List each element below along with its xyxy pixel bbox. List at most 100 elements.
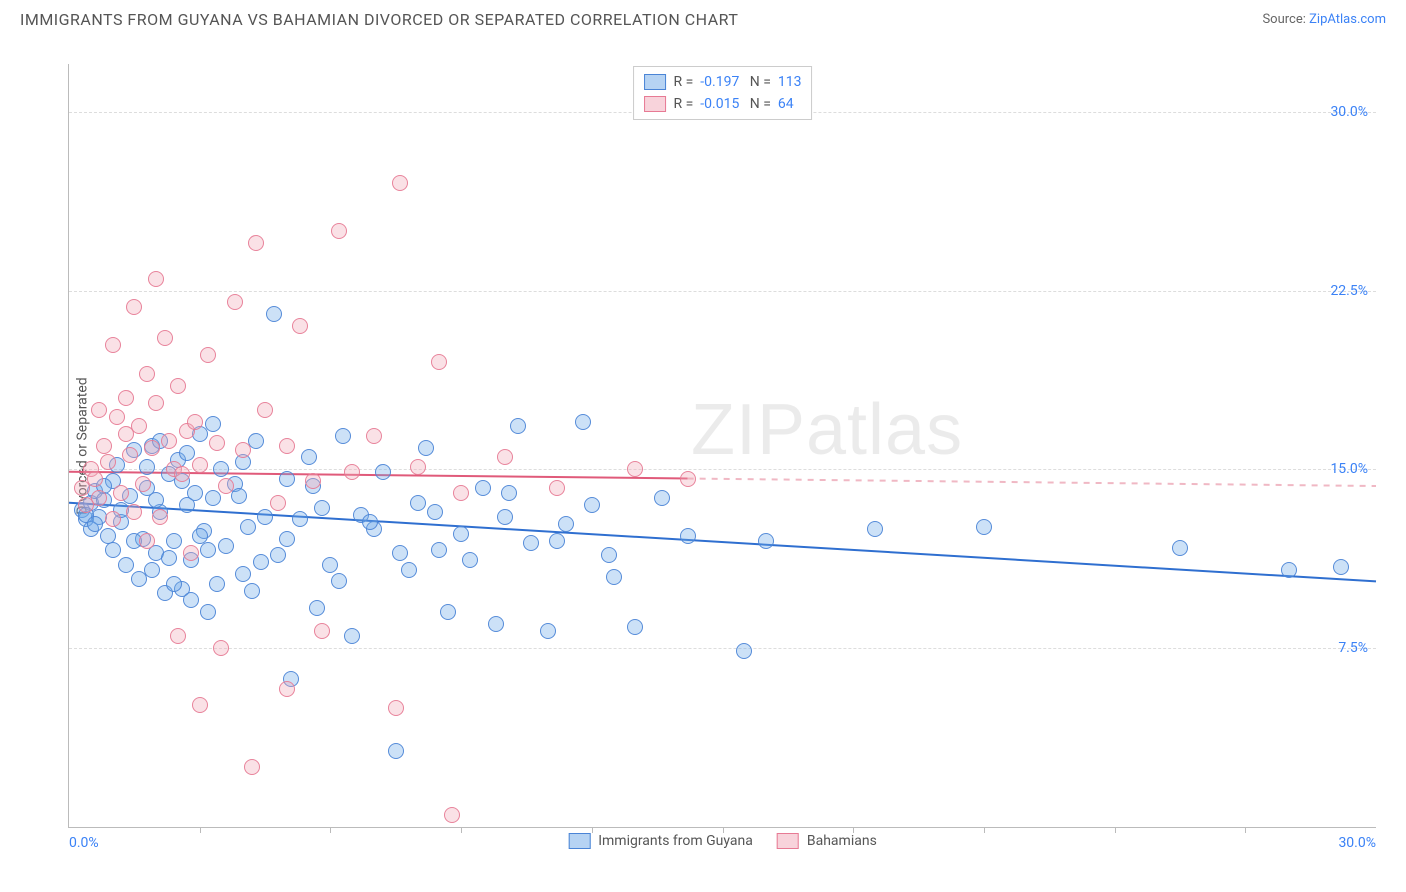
legend-swatch-guyana <box>644 74 666 90</box>
data-point-bahamians <box>126 504 142 520</box>
chart-container: Divorced or Separated ZIPatlas R = -0.19… <box>20 44 1386 848</box>
data-point-guyana <box>388 743 404 759</box>
data-point-bahamians <box>680 471 696 487</box>
data-point-guyana <box>235 566 251 582</box>
data-point-guyana <box>148 492 164 508</box>
data-point-bahamians <box>270 495 286 511</box>
gridline <box>69 469 1376 470</box>
data-point-guyana <box>680 528 696 544</box>
source-attribution: Source: ZipAtlas.com <box>1262 12 1386 27</box>
data-point-bahamians <box>170 378 186 394</box>
data-point-guyana <box>200 542 216 558</box>
legend-swatch-bahamians <box>644 96 666 112</box>
data-point-bahamians <box>549 480 565 496</box>
data-point-bahamians <box>627 461 643 477</box>
data-point-guyana <box>309 600 325 616</box>
data-point-bahamians <box>279 681 295 697</box>
data-point-bahamians <box>139 533 155 549</box>
data-point-guyana <box>213 461 229 477</box>
data-point-guyana <box>292 511 308 527</box>
data-point-guyana <box>558 516 574 532</box>
data-point-bahamians <box>122 447 138 463</box>
data-point-guyana <box>257 509 273 525</box>
data-point-guyana <box>183 592 199 608</box>
data-point-guyana <box>118 557 134 573</box>
data-point-guyana <box>331 573 347 589</box>
data-point-guyana <box>410 495 426 511</box>
data-point-bahamians <box>174 466 190 482</box>
data-point-bahamians <box>100 454 116 470</box>
data-point-guyana <box>218 538 234 554</box>
data-point-bahamians <box>113 485 129 501</box>
data-point-guyana <box>497 509 513 525</box>
data-point-guyana <box>362 514 378 530</box>
data-point-guyana <box>1172 540 1188 556</box>
data-point-bahamians <box>366 428 382 444</box>
data-point-guyana <box>488 616 504 632</box>
data-point-bahamians <box>410 459 426 475</box>
data-point-guyana <box>166 576 182 592</box>
data-point-guyana <box>205 416 221 432</box>
data-point-guyana <box>440 604 456 620</box>
data-point-bahamians <box>235 442 251 458</box>
data-point-guyana <box>253 554 269 570</box>
source-link[interactable]: ZipAtlas.com <box>1309 12 1386 27</box>
series-legend-item-guyana: Immigrants from Guyana <box>568 833 753 849</box>
series-legend-label: Bahamians <box>807 833 877 849</box>
data-point-guyana <box>240 519 256 535</box>
series-legend-item-bahamians: Bahamians <box>777 833 877 849</box>
data-point-guyana <box>375 464 391 480</box>
data-point-guyana <box>200 604 216 620</box>
data-point-guyana <box>601 547 617 563</box>
legend-swatch-bahamians <box>777 833 799 849</box>
correlation-legend-row-guyana: R = -0.197 N = 113 <box>644 71 802 93</box>
data-point-bahamians <box>227 294 243 310</box>
data-point-bahamians <box>331 223 347 239</box>
data-point-guyana <box>510 418 526 434</box>
data-point-guyana <box>453 526 469 542</box>
data-point-guyana <box>867 521 883 537</box>
data-point-guyana <box>418 440 434 456</box>
data-point-bahamians <box>218 478 234 494</box>
data-point-bahamians <box>192 457 208 473</box>
correlation-legend: R = -0.197 N = 113R = -0.015 N = 64 <box>633 66 813 120</box>
data-point-guyana <box>209 576 225 592</box>
data-point-bahamians <box>118 426 134 442</box>
x-tick-label: 30.0% <box>1338 835 1376 851</box>
gridline <box>69 648 1376 649</box>
data-point-bahamians <box>244 759 260 775</box>
data-point-guyana <box>606 569 622 585</box>
x-minor-tick <box>984 827 985 833</box>
data-point-bahamians <box>87 471 103 487</box>
data-point-guyana <box>344 628 360 644</box>
data-point-bahamians <box>135 476 151 492</box>
y-tick-label: 15.0% <box>1330 461 1368 477</box>
watermark-suffix: atlas <box>806 390 963 470</box>
data-point-guyana <box>161 550 177 566</box>
data-point-guyana <box>549 533 565 549</box>
data-point-guyana <box>654 490 670 506</box>
trendlines-layer <box>69 64 1376 827</box>
data-point-bahamians <box>118 390 134 406</box>
x-minor-tick <box>1245 827 1246 833</box>
data-point-guyana <box>427 504 443 520</box>
x-minor-tick <box>723 827 724 833</box>
data-point-guyana <box>1333 559 1349 575</box>
data-point-bahamians <box>257 402 273 418</box>
data-point-bahamians <box>209 435 225 451</box>
data-point-guyana <box>231 488 247 504</box>
data-point-bahamians <box>431 354 447 370</box>
data-point-guyana <box>248 433 264 449</box>
data-point-guyana <box>335 428 351 444</box>
data-point-bahamians <box>91 490 107 506</box>
data-point-guyana <box>166 533 182 549</box>
data-point-guyana <box>627 619 643 635</box>
data-point-bahamians <box>200 347 216 363</box>
x-minor-tick <box>461 827 462 833</box>
data-point-guyana <box>279 531 295 547</box>
x-tick-label: 0.0% <box>69 835 99 851</box>
data-point-guyana <box>1281 562 1297 578</box>
data-point-guyana <box>314 500 330 516</box>
data-point-guyana <box>462 552 478 568</box>
x-minor-tick <box>1115 827 1116 833</box>
